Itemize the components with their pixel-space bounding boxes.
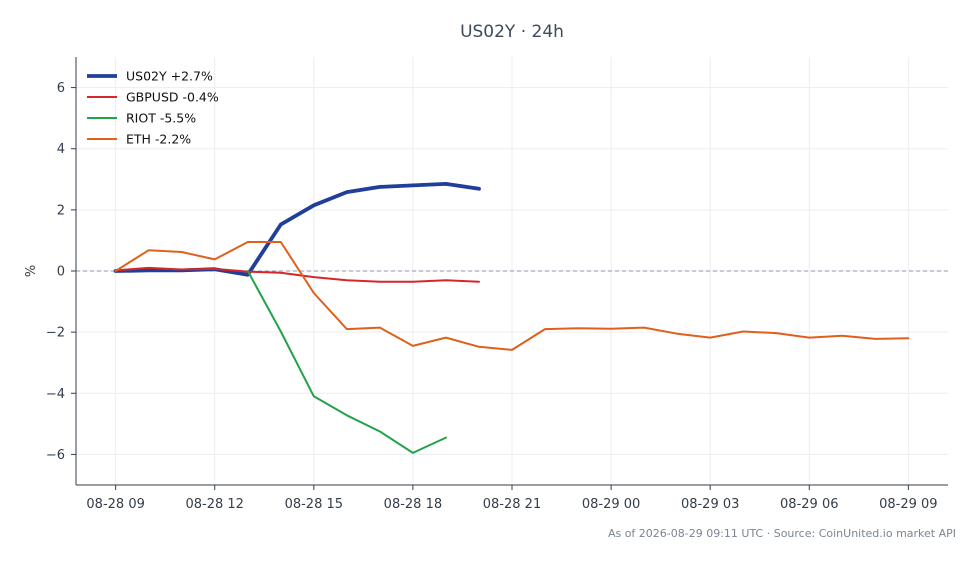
chart-title: US02Y · 24h	[460, 22, 564, 42]
x-tick-label: 08-28 09	[86, 497, 144, 512]
y-tick-label: −2	[46, 326, 65, 341]
series-line-us02y	[113, 181, 481, 277]
y-ticks: 6 4 2 0 −2 −4 −6	[46, 81, 76, 463]
y-tick-label: −6	[46, 448, 65, 463]
series-line-gbpusd	[114, 266, 480, 283]
x-tick-label: 08-28 18	[384, 497, 442, 512]
series-lines	[113, 181, 910, 454]
y-tick-label: 2	[57, 203, 65, 218]
x-tick-label: 08-28 15	[285, 497, 343, 512]
source-footnote: As of 2026-08-29 09:11 UTC · Source: Coi…	[608, 527, 956, 540]
legend: US02Y +2.7% GBPUSD -0.4% RIOT -5.5% ETH -2.…	[87, 69, 219, 147]
series-line-riot	[246, 270, 447, 454]
legend-label-eth: ETH -2.2%	[126, 132, 191, 147]
y-axis-label: %	[24, 265, 39, 277]
y-tick-label: 0	[57, 265, 65, 280]
legend-label-gbpusd: GBPUSD -0.4%	[126, 90, 219, 105]
y-tick-label: 4	[57, 142, 65, 157]
x-ticks: 08-28 09 08-28 12 08-28 15 08-28 18 08-28 21…	[86, 485, 938, 512]
x-tick-label: 08-29 09	[879, 497, 937, 512]
legend-label-riot: RIOT -5.5%	[126, 111, 196, 126]
y-tick-label: −4	[46, 387, 65, 402]
series-line-eth	[114, 241, 910, 351]
y-tick-label: 6	[57, 81, 65, 96]
legend-label-us02y: US02Y +2.7%	[126, 69, 213, 84]
x-tick-label: 08-29 00	[582, 497, 640, 512]
x-tick-label: 08-29 03	[681, 497, 739, 512]
x-tick-label: 08-29 06	[780, 497, 838, 512]
x-tick-label: 08-28 12	[186, 497, 244, 512]
x-tick-label: 08-28 21	[483, 497, 541, 512]
